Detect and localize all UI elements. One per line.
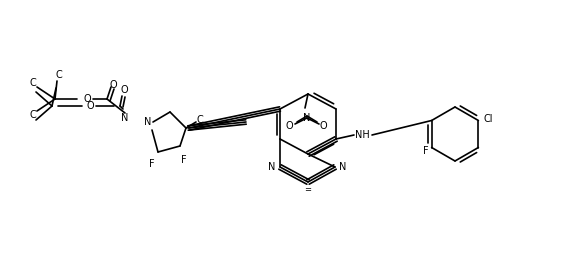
Text: =: = (304, 185, 311, 195)
Text: NH: NH (355, 130, 369, 140)
Text: C: C (30, 110, 36, 120)
Text: O: O (319, 121, 327, 131)
Text: F: F (149, 159, 155, 169)
Text: O: O (285, 121, 293, 131)
Text: O: O (109, 80, 117, 90)
Text: O: O (83, 94, 91, 104)
Text: F: F (181, 155, 187, 165)
Text: F: F (423, 147, 429, 156)
Text: N: N (268, 162, 276, 172)
Text: C: C (30, 78, 36, 88)
Text: N: N (144, 117, 152, 127)
Text: N: N (303, 113, 311, 123)
Text: O: O (120, 85, 128, 95)
Text: Cl: Cl (483, 114, 493, 123)
Text: C: C (197, 115, 203, 125)
Text: N: N (121, 113, 129, 123)
Text: N: N (339, 162, 347, 172)
Text: C: C (56, 70, 62, 80)
Text: O: O (86, 101, 94, 111)
